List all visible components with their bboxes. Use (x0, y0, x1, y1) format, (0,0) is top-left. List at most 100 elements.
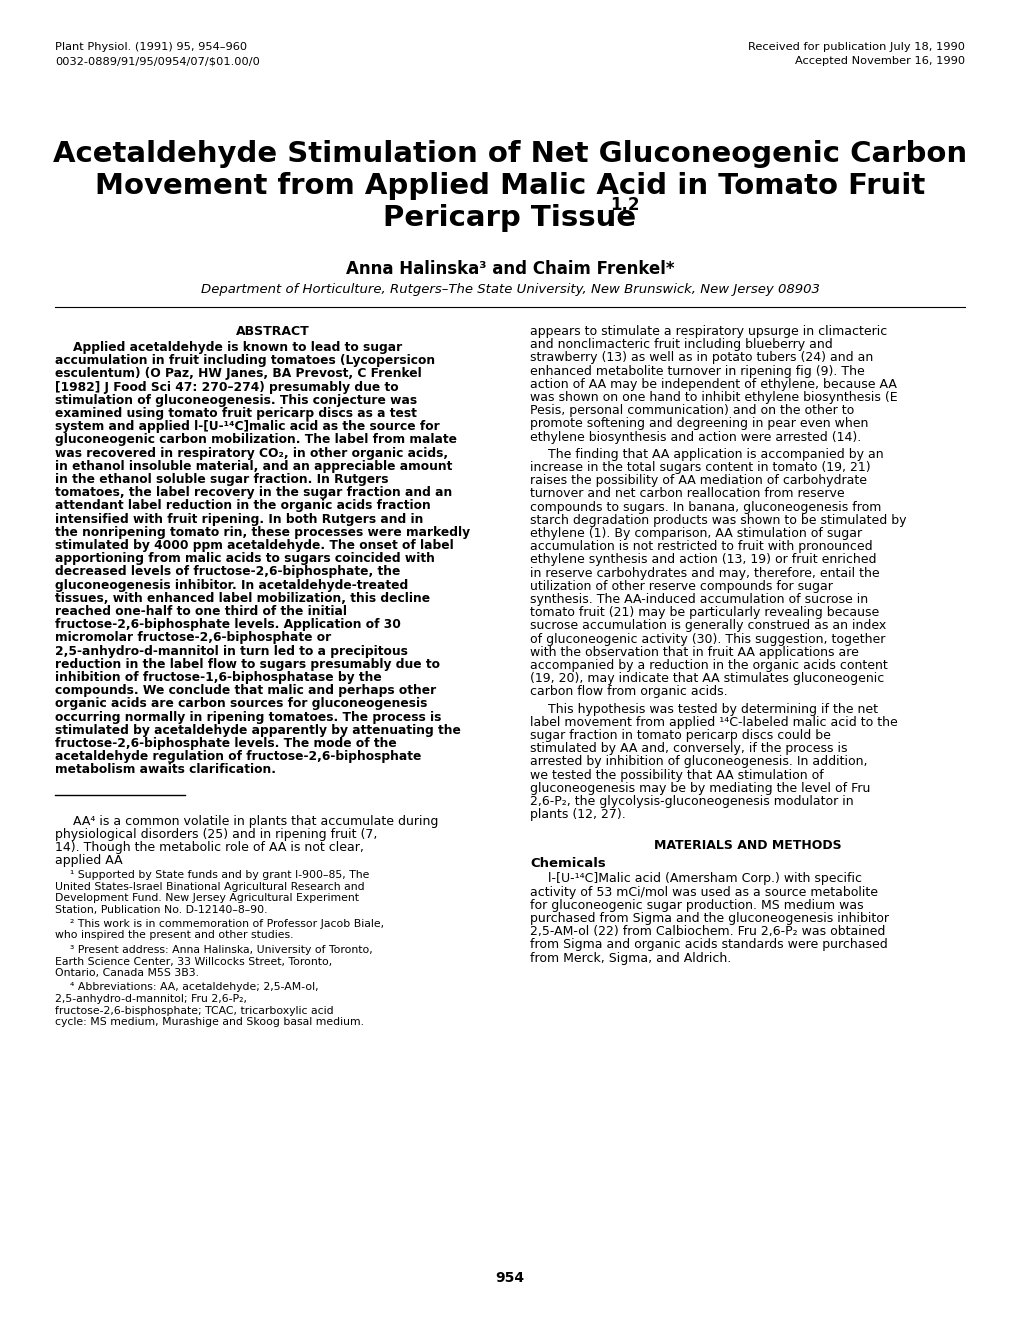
Text: Received for publication July 18, 1990: Received for publication July 18, 1990 (747, 42, 964, 51)
Text: reached one-half to one third of the initial: reached one-half to one third of the ini… (55, 605, 346, 618)
Text: 2,5-anhydro-d-mannitol; Fru 2,6-P₂,: 2,5-anhydro-d-mannitol; Fru 2,6-P₂, (55, 994, 247, 1005)
Text: (19, 20), may indicate that AA stimulates gluconeogenic: (19, 20), may indicate that AA stimulate… (530, 672, 883, 685)
Text: physiological disorders (25) and in ripening fruit (7,: physiological disorders (25) and in ripe… (55, 828, 377, 841)
Text: Station, Publication No. D-12140–8–90.: Station, Publication No. D-12140–8–90. (55, 904, 267, 915)
Text: decreased levels of fructose-2,6-biphosphate, the: decreased levels of fructose-2,6-biphosp… (55, 565, 400, 578)
Text: sucrose accumulation is generally construed as an index: sucrose accumulation is generally constr… (530, 619, 886, 632)
Text: with the observation that in fruit AA applications are: with the observation that in fruit AA ap… (530, 645, 858, 659)
Text: l-[U-¹⁴C]Malic acid (Amersham Corp.) with specific: l-[U-¹⁴C]Malic acid (Amersham Corp.) wit… (547, 873, 861, 886)
Text: Development Fund. New Jersey Agricultural Experiment: Development Fund. New Jersey Agricultura… (55, 894, 359, 903)
Text: stimulated by acetaldehyde apparently by attenuating the: stimulated by acetaldehyde apparently by… (55, 723, 461, 737)
Text: Pericarp Tissue: Pericarp Tissue (383, 205, 636, 232)
Text: intensified with fruit ripening. In both Rutgers and in: intensified with fruit ripening. In both… (55, 512, 423, 525)
Text: esculentum) (O Paz, HW Janes, BA Prevost, C Frenkel: esculentum) (O Paz, HW Janes, BA Prevost… (55, 367, 421, 380)
Text: Accepted November 16, 1990: Accepted November 16, 1990 (794, 55, 964, 66)
Text: Chemicals: Chemicals (530, 858, 605, 870)
Text: was shown on one hand to inhibit ethylene biosynthesis (E: was shown on one hand to inhibit ethylen… (530, 391, 897, 404)
Text: 1,2: 1,2 (609, 195, 639, 214)
Text: ² This work is in commemoration of Professor Jacob Biale,: ² This work is in commemoration of Profe… (70, 919, 384, 929)
Text: attendant label reduction in the organic acids fraction: attendant label reduction in the organic… (55, 499, 430, 512)
Text: 0032-0889/91/95/0954/07/$01.00/0: 0032-0889/91/95/0954/07/$01.00/0 (55, 55, 260, 66)
Text: the nonripening tomato rin, these processes were markedly: the nonripening tomato rin, these proces… (55, 525, 470, 539)
Text: cycle: MS medium, Murashige and Skoog basal medium.: cycle: MS medium, Murashige and Skoog ba… (55, 1016, 364, 1027)
Text: Department of Horticulture, Rutgers–The State University, New Brunswick, New Jer: Department of Horticulture, Rutgers–The … (201, 282, 818, 296)
Text: turnover and net carbon reallocation from reserve: turnover and net carbon reallocation fro… (530, 487, 844, 500)
Text: action of AA may be independent of ethylene, because AA: action of AA may be independent of ethyl… (530, 378, 896, 391)
Text: ABSTRACT: ABSTRACT (235, 325, 309, 338)
Text: was recovered in respiratory CO₂, in other organic acids,: was recovered in respiratory CO₂, in oth… (55, 446, 447, 459)
Text: inhibition of fructose-1,6-biphosphatase by the: inhibition of fructose-1,6-biphosphatase… (55, 671, 381, 684)
Text: stimulation of gluconeogenesis. This conjecture was: stimulation of gluconeogenesis. This con… (55, 393, 417, 407)
Text: in the ethanol soluble sugar fraction. In Rutgers: in the ethanol soluble sugar fraction. I… (55, 473, 388, 486)
Text: micromolar fructose-2,6-biphosphate or: micromolar fructose-2,6-biphosphate or (55, 631, 331, 644)
Text: promote softening and degreening in pear even when: promote softening and degreening in pear… (530, 417, 867, 430)
Text: in ethanol insoluble material, and an appreciable amount: in ethanol insoluble material, and an ap… (55, 459, 452, 473)
Text: who inspired the present and other studies.: who inspired the present and other studi… (55, 931, 293, 940)
Text: gluconeogenesis may be by mediating the level of Fru: gluconeogenesis may be by mediating the … (530, 781, 869, 795)
Text: synthesis. The AA-induced accumulation of sucrose in: synthesis. The AA-induced accumulation o… (530, 593, 867, 606)
Text: 2,5-AM-ol (22) from Calbiochem. Fru 2,6-P₂ was obtained: 2,5-AM-ol (22) from Calbiochem. Fru 2,6-… (530, 925, 884, 939)
Text: [1982] J Food Sci 47: 270–274) presumably due to: [1982] J Food Sci 47: 270–274) presumabl… (55, 380, 398, 393)
Text: compounds to sugars. In banana, gluconeogenesis from: compounds to sugars. In banana, gluconeo… (530, 500, 880, 513)
Text: in reserve carbohydrates and may, therefore, entail the: in reserve carbohydrates and may, theref… (530, 566, 878, 579)
Text: accumulation is not restricted to fruit with pronounced: accumulation is not restricted to fruit … (530, 540, 872, 553)
Text: 2,5-anhydro-d-mannitol in turn led to a precipitous: 2,5-anhydro-d-mannitol in turn led to a … (55, 644, 408, 657)
Text: purchased from Sigma and the gluconeogenesis inhibitor: purchased from Sigma and the gluconeogen… (530, 912, 889, 925)
Text: utilization of other reserve compounds for sugar: utilization of other reserve compounds f… (530, 579, 833, 593)
Text: tomatoes, the label recovery in the sugar fraction and an: tomatoes, the label recovery in the suga… (55, 486, 451, 499)
Text: occurring normally in ripening tomatoes. The process is: occurring normally in ripening tomatoes.… (55, 710, 441, 723)
Text: for gluconeogenic sugar production. MS medium was: for gluconeogenic sugar production. MS m… (530, 899, 863, 912)
Text: ⁴ Abbreviations: AA, acetaldehyde; 2,5-AM-ol,: ⁴ Abbreviations: AA, acetaldehyde; 2,5-A… (70, 982, 318, 993)
Text: United States-Israel Binational Agricultural Research and: United States-Israel Binational Agricult… (55, 882, 364, 891)
Text: starch degradation products was shown to be stimulated by: starch degradation products was shown to… (530, 513, 906, 527)
Text: activity of 53 mCi/mol was used as a source metabolite: activity of 53 mCi/mol was used as a sou… (530, 886, 877, 899)
Text: fructose-2,6-biphosphate levels. The mode of the: fructose-2,6-biphosphate levels. The mod… (55, 737, 396, 750)
Text: carbon flow from organic acids.: carbon flow from organic acids. (530, 685, 727, 698)
Text: apportioning from malic acids to sugars coincided with: apportioning from malic acids to sugars … (55, 552, 434, 565)
Text: ethylene (1). By comparison, AA stimulation of sugar: ethylene (1). By comparison, AA stimulat… (530, 527, 861, 540)
Text: reduction in the label flow to sugars presumably due to: reduction in the label flow to sugars pr… (55, 657, 439, 671)
Text: AA⁴ is a common volatile in plants that accumulate during: AA⁴ is a common volatile in plants that … (73, 814, 438, 828)
Text: The finding that AA application is accompanied by an: The finding that AA application is accom… (547, 447, 882, 461)
Text: label movement from applied ¹⁴C-labeled malic acid to the: label movement from applied ¹⁴C-labeled … (530, 715, 897, 729)
Text: gluconeogenesis inhibitor. In acetaldehyde-treated: gluconeogenesis inhibitor. In acetaldehy… (55, 578, 408, 591)
Text: tissues, with enhanced label mobilization, this decline: tissues, with enhanced label mobilizatio… (55, 591, 430, 605)
Text: of gluconeogenic activity (30). This suggestion, together: of gluconeogenic activity (30). This sug… (530, 632, 884, 645)
Text: raises the possibility of AA mediation of carbohydrate: raises the possibility of AA mediation o… (530, 474, 866, 487)
Text: This hypothesis was tested by determining if the net: This hypothesis was tested by determinin… (547, 702, 877, 715)
Text: MATERIALS AND METHODS: MATERIALS AND METHODS (653, 840, 841, 853)
Text: Acetaldehyde Stimulation of Net Gluconeogenic Carbon: Acetaldehyde Stimulation of Net Gluconeo… (53, 140, 966, 168)
Text: ethylene biosynthesis and action were arrested (14).: ethylene biosynthesis and action were ar… (530, 430, 860, 444)
Text: 2,6-P₂, the glycolysis-gluconeogenesis modulator in: 2,6-P₂, the glycolysis-gluconeogenesis m… (530, 795, 853, 808)
Text: plants (12, 27).: plants (12, 27). (530, 808, 625, 821)
Text: system and applied l-[U-¹⁴C]malic acid as the source for: system and applied l-[U-¹⁴C]malic acid a… (55, 420, 439, 433)
Text: ¹ Supported by State funds and by grant I-900–85, The: ¹ Supported by State funds and by grant … (70, 870, 369, 880)
Text: Earth Science Center, 33 Willcocks Street, Toronto,: Earth Science Center, 33 Willcocks Stree… (55, 957, 332, 966)
Text: 14). Though the metabolic role of AA is not clear,: 14). Though the metabolic role of AA is … (55, 841, 364, 854)
Text: stimulated by 4000 ppm acetaldehyde. The onset of label: stimulated by 4000 ppm acetaldehyde. The… (55, 539, 453, 552)
Text: accumulation in fruit including tomatoes (Lycopersicon: accumulation in fruit including tomatoes… (55, 354, 435, 367)
Text: organic acids are carbon sources for gluconeogenesis: organic acids are carbon sources for glu… (55, 697, 427, 710)
Text: gluconeogenic carbon mobilization. The label from malate: gluconeogenic carbon mobilization. The l… (55, 433, 457, 446)
Text: Plant Physiol. (1991) 95, 954–960: Plant Physiol. (1991) 95, 954–960 (55, 42, 247, 51)
Text: accompanied by a reduction in the organic acids content: accompanied by a reduction in the organi… (530, 659, 887, 672)
Text: from Sigma and organic acids standards were purchased: from Sigma and organic acids standards w… (530, 939, 887, 952)
Text: Anna Halinska³ and Chaim Frenkel*: Anna Halinska³ and Chaim Frenkel* (345, 260, 674, 279)
Text: Pesis, personal communication) and on the other to: Pesis, personal communication) and on th… (530, 404, 854, 417)
Text: we tested the possibility that AA stimulation of: we tested the possibility that AA stimul… (530, 768, 823, 781)
Text: and nonclimacteric fruit including blueberry and: and nonclimacteric fruit including blueb… (530, 338, 832, 351)
Text: stimulated by AA and, conversely, if the process is: stimulated by AA and, conversely, if the… (530, 742, 847, 755)
Text: increase in the total sugars content in tomato (19, 21): increase in the total sugars content in … (530, 461, 870, 474)
Text: fructose-2,6-bisphosphate; TCAC, tricarboxylic acid: fructose-2,6-bisphosphate; TCAC, tricarb… (55, 1006, 333, 1015)
Text: sugar fraction in tomato pericarp discs could be: sugar fraction in tomato pericarp discs … (530, 729, 830, 742)
Text: compounds. We conclude that malic and perhaps other: compounds. We conclude that malic and pe… (55, 684, 436, 697)
Text: metabolism awaits clarification.: metabolism awaits clarification. (55, 763, 276, 776)
Text: strawberry (13) as well as in potato tubers (24) and an: strawberry (13) as well as in potato tub… (530, 351, 872, 364)
Text: Applied acetaldehyde is known to lead to sugar: Applied acetaldehyde is known to lead to… (73, 341, 401, 354)
Text: ethylene synthesis and action (13, 19) or fruit enriched: ethylene synthesis and action (13, 19) o… (530, 553, 875, 566)
Text: arrested by inhibition of gluconeogenesis. In addition,: arrested by inhibition of gluconeogenesi… (530, 755, 866, 768)
Text: enhanced metabolite turnover in ripening fig (9). The: enhanced metabolite turnover in ripening… (530, 364, 864, 378)
Text: fructose-2,6-biphosphate levels. Application of 30: fructose-2,6-biphosphate levels. Applica… (55, 618, 400, 631)
Text: appears to stimulate a respiratory upsurge in climacteric: appears to stimulate a respiratory upsur… (530, 325, 887, 338)
Text: acetaldehyde regulation of fructose-2,6-biphosphate: acetaldehyde regulation of fructose-2,6-… (55, 750, 421, 763)
